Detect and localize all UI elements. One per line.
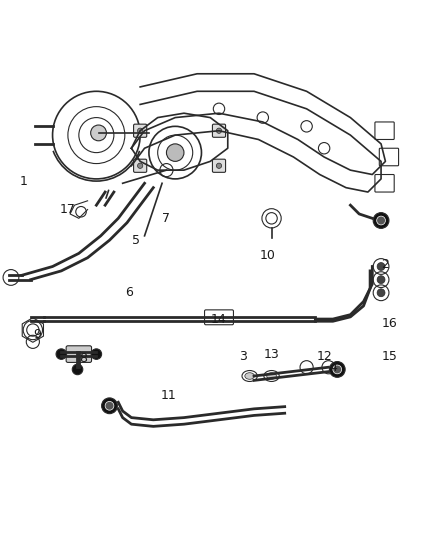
Circle shape	[105, 401, 114, 410]
Circle shape	[377, 276, 385, 284]
Circle shape	[373, 213, 389, 229]
FancyBboxPatch shape	[66, 346, 92, 362]
Text: 11: 11	[161, 389, 177, 402]
Circle shape	[138, 163, 143, 168]
Text: 4: 4	[329, 361, 337, 374]
Circle shape	[102, 398, 117, 414]
Text: 15: 15	[382, 350, 398, 363]
Circle shape	[91, 349, 102, 359]
Circle shape	[56, 349, 67, 359]
Text: 10: 10	[259, 249, 275, 262]
FancyBboxPatch shape	[134, 159, 147, 172]
Text: 7: 7	[162, 212, 170, 225]
Circle shape	[166, 144, 184, 161]
Text: 3: 3	[239, 350, 247, 363]
Circle shape	[216, 128, 222, 133]
Circle shape	[377, 216, 385, 225]
Text: 16: 16	[382, 317, 398, 330]
Text: 8: 8	[79, 352, 87, 365]
Circle shape	[377, 289, 385, 297]
Ellipse shape	[245, 373, 254, 379]
Circle shape	[329, 361, 345, 377]
FancyBboxPatch shape	[212, 159, 226, 172]
FancyBboxPatch shape	[212, 124, 226, 138]
FancyBboxPatch shape	[134, 124, 147, 138]
Text: 9: 9	[33, 328, 41, 341]
Text: 5: 5	[132, 233, 140, 247]
Text: 13: 13	[264, 348, 279, 361]
Circle shape	[377, 263, 385, 270]
Text: 6: 6	[125, 286, 133, 300]
Text: 12: 12	[316, 350, 332, 363]
Text: 1: 1	[20, 175, 28, 188]
Ellipse shape	[267, 373, 276, 379]
Circle shape	[216, 163, 222, 168]
Circle shape	[91, 125, 106, 141]
Circle shape	[138, 128, 143, 133]
Circle shape	[72, 364, 83, 375]
Circle shape	[333, 365, 342, 374]
Text: 14: 14	[211, 312, 227, 326]
Text: 2: 2	[381, 258, 389, 271]
Text: 17: 17	[60, 203, 76, 216]
